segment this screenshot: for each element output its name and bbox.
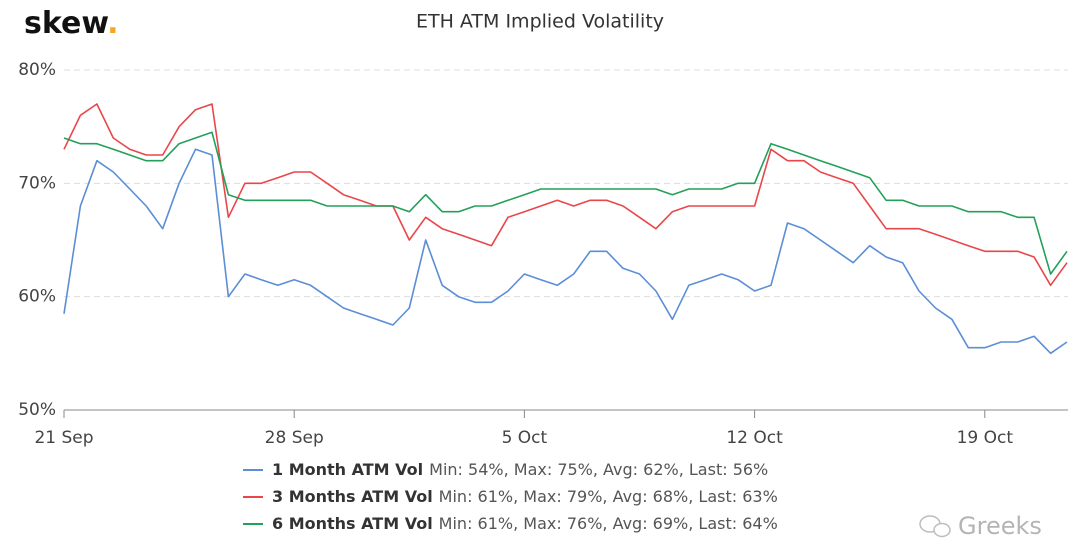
x-tick-label: 28 Sep	[265, 428, 324, 448]
legend-entry: 6 Months ATM Vol Min: 61%, Max: 76%, Avg:…	[272, 514, 778, 533]
series-line	[63, 148, 1068, 355]
legend-stats: Min: 61%, Max: 79%, Avg: 68%, Last: 63%	[439, 487, 778, 506]
legend-entry: 3 Months ATM Vol Min: 61%, Max: 79%, Avg:…	[272, 487, 778, 506]
legend-stats: Min: 61%, Max: 76%, Avg: 69%, Last: 64%	[439, 514, 778, 533]
legend-stats: Min: 54%, Max: 75%, Avg: 62%, Last: 56%	[429, 460, 768, 479]
logo-text: skew	[24, 6, 108, 41]
y-tick-label: 80%	[18, 60, 56, 80]
watermark-icon	[933, 522, 951, 538]
logo: skew.	[24, 6, 119, 41]
legend-name: 3 Months ATM Vol	[272, 487, 433, 506]
legend-name: 6 Months ATM Vol	[272, 514, 433, 533]
x-tick-label: 21 Sep	[34, 428, 93, 448]
x-tick-label: 12 Oct	[726, 428, 783, 448]
y-tick-label: 50%	[18, 400, 56, 420]
x-tick-label: 19 Oct	[957, 428, 1014, 448]
series-line	[63, 103, 1068, 287]
logo-dot: .	[107, 6, 118, 41]
y-tick-label: 60%	[18, 287, 56, 307]
series-line	[63, 131, 1068, 275]
watermark-text: Greeks	[958, 512, 1042, 540]
chart-title: ETH ATM Implied Volatility	[416, 11, 664, 33]
y-tick-label: 70%	[18, 173, 56, 193]
x-tick-label: 5 Oct	[502, 428, 548, 448]
watermark: Greeks	[919, 512, 1042, 540]
legend-entry: 1 Month ATM Vol Min: 54%, Max: 75%, Avg: …	[272, 460, 768, 479]
legend-name: 1 Month ATM Vol	[272, 460, 423, 479]
